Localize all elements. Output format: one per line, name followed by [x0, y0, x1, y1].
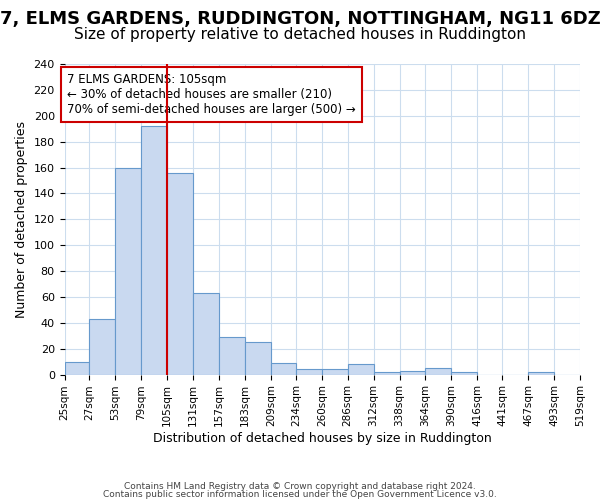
- Bar: [65, 362, 89, 374]
- Bar: [528, 372, 554, 374]
- Bar: [425, 368, 451, 374]
- Bar: [89, 319, 115, 374]
- Bar: [115, 168, 142, 374]
- Text: 7, ELMS GARDENS, RUDDINGTON, NOTTINGHAM, NG11 6DZ: 7, ELMS GARDENS, RUDDINGTON, NOTTINGHAM,…: [0, 10, 600, 28]
- Y-axis label: Number of detached properties: Number of detached properties: [15, 121, 28, 318]
- Bar: [219, 337, 245, 374]
- Bar: [271, 363, 296, 374]
- X-axis label: Distribution of detached houses by size in Ruddington: Distribution of detached houses by size …: [153, 432, 491, 445]
- Text: 7 ELMS GARDENS: 105sqm
← 30% of detached houses are smaller (210)
70% of semi-de: 7 ELMS GARDENS: 105sqm ← 30% of detached…: [67, 74, 356, 116]
- Bar: [451, 372, 478, 374]
- Bar: [400, 370, 425, 374]
- Bar: [142, 126, 167, 374]
- Bar: [245, 342, 271, 374]
- Text: Size of property relative to detached houses in Ruddington: Size of property relative to detached ho…: [74, 28, 526, 42]
- Text: Contains public sector information licensed under the Open Government Licence v3: Contains public sector information licen…: [103, 490, 497, 499]
- Text: Contains HM Land Registry data © Crown copyright and database right 2024.: Contains HM Land Registry data © Crown c…: [124, 482, 476, 491]
- Bar: [374, 372, 400, 374]
- Bar: [296, 370, 322, 374]
- Bar: [167, 172, 193, 374]
- Bar: [322, 370, 347, 374]
- Bar: [347, 364, 374, 374]
- Bar: [193, 293, 219, 374]
